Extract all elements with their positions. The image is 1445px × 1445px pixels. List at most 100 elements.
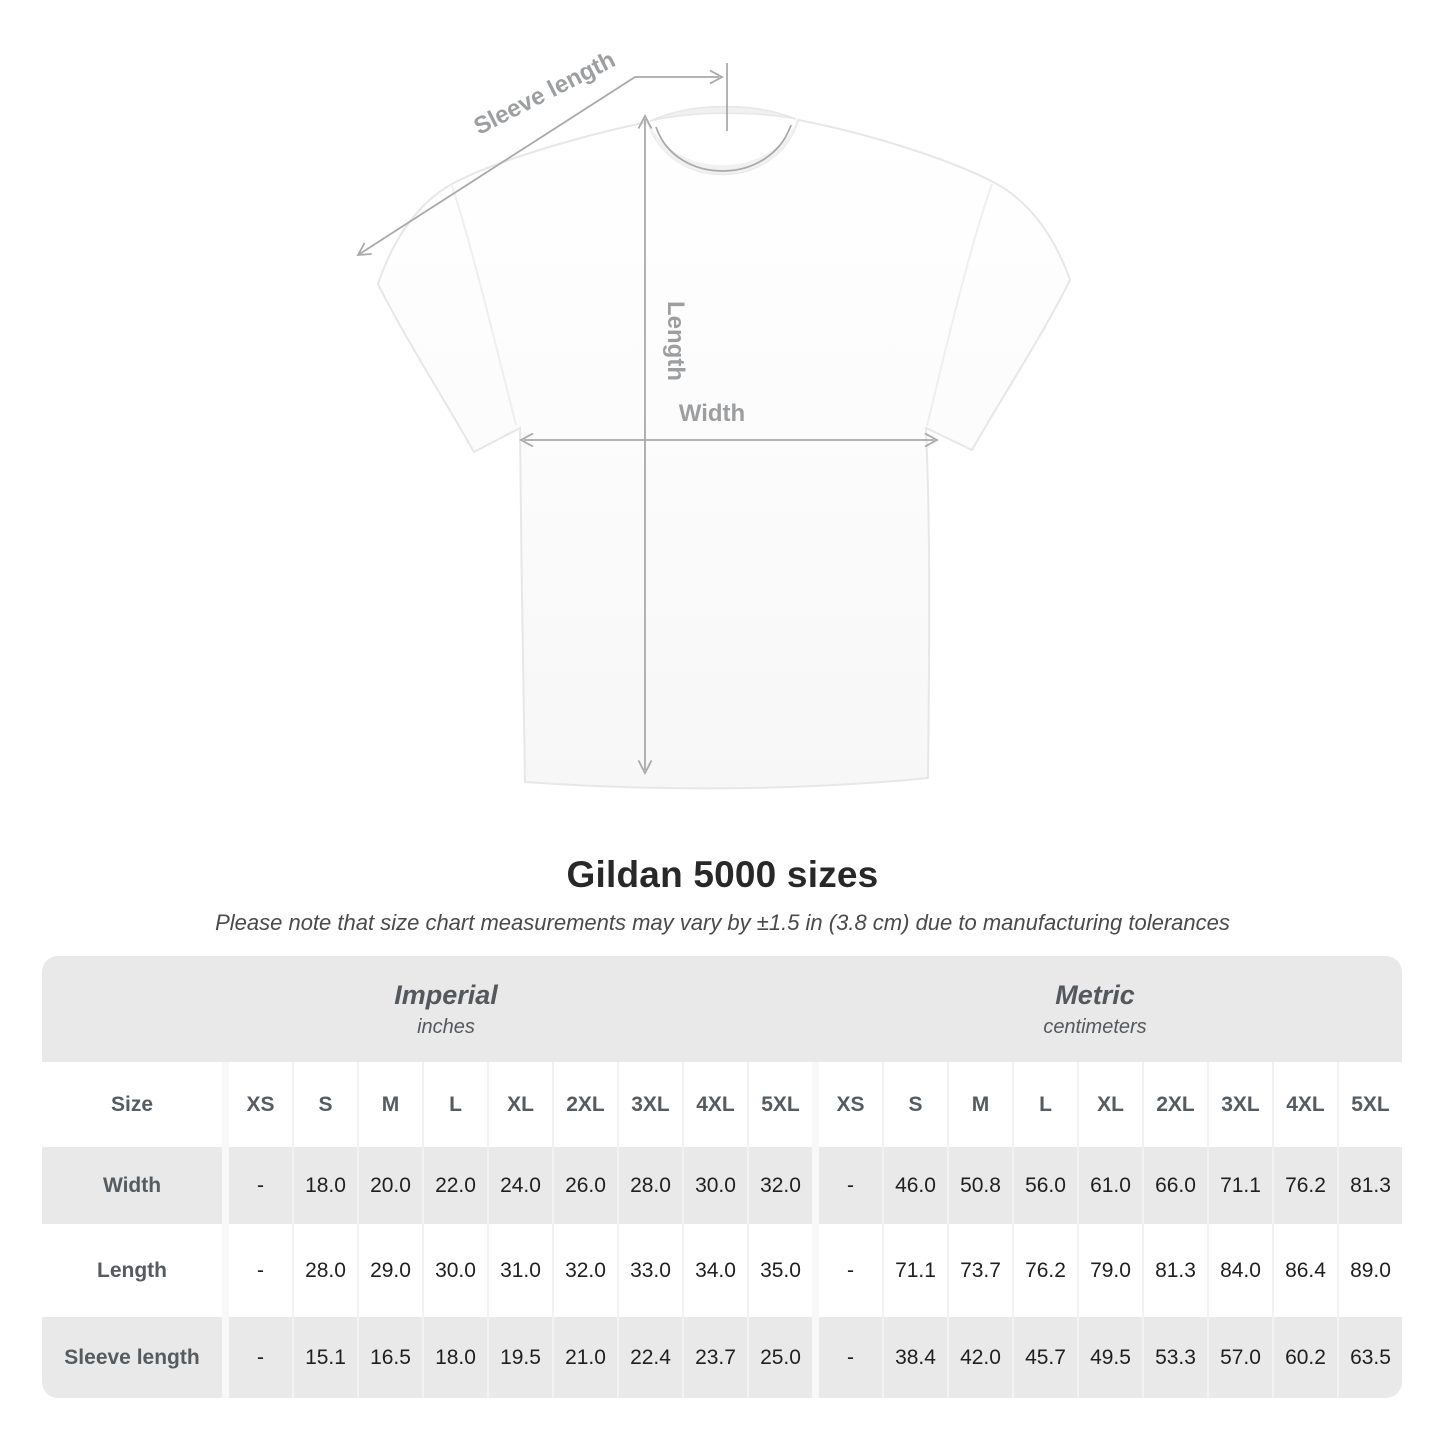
column-divider bbox=[292, 1317, 294, 1398]
column-divider bbox=[947, 1147, 949, 1224]
column-divider bbox=[882, 1317, 884, 1398]
value-cell: 16.5 bbox=[370, 1346, 411, 1369]
column-divider bbox=[947, 1317, 949, 1398]
column-divider bbox=[422, 1062, 424, 1147]
value-cell: 81.3 bbox=[1350, 1173, 1391, 1197]
size-header-row: Size XS S M L XL 2XL 3XL 4XL 5XL XS S M L XL 2XL 3XL 4XL 5… bbox=[42, 1062, 1402, 1147]
value-cell: 34.0 bbox=[695, 1258, 736, 1282]
value-cell: - bbox=[257, 1346, 264, 1369]
metric-group-label: Metric bbox=[1055, 979, 1135, 1010]
value-cell: 79.0 bbox=[1090, 1258, 1131, 1282]
size-column-header: M bbox=[381, 1092, 400, 1116]
value-cell: 61.0 bbox=[1090, 1173, 1131, 1197]
column-divider bbox=[617, 1224, 619, 1317]
column-divider bbox=[747, 1062, 749, 1147]
column-divider bbox=[422, 1317, 424, 1398]
value-cell: 20.0 bbox=[370, 1173, 411, 1197]
column-divider bbox=[1272, 1317, 1274, 1398]
column-divider bbox=[747, 1224, 749, 1317]
arrowhead-icon bbox=[637, 760, 653, 775]
imperial-group-header: Imperial inches bbox=[42, 956, 812, 1062]
value-cell: - bbox=[847, 1258, 854, 1282]
column-divider bbox=[1077, 1147, 1079, 1224]
tshirt-graphic bbox=[376, 105, 1072, 790]
tshirt-measurement-diagram: Sleeve length Length Width bbox=[356, 46, 1072, 790]
size-column-header: 5XL bbox=[761, 1092, 800, 1116]
column-divider bbox=[1012, 1317, 1014, 1398]
value-cell: - bbox=[257, 1258, 264, 1282]
arrowhead-icon bbox=[709, 69, 724, 85]
corner-label: Size bbox=[110, 1092, 154, 1116]
column-divider bbox=[1207, 1224, 1209, 1317]
unit-group-header-band: Imperial inches Metric centimeters bbox=[42, 956, 1402, 1062]
value-cell: 31.0 bbox=[500, 1258, 541, 1282]
size-column-header: 4XL bbox=[696, 1092, 735, 1116]
length-label: Length bbox=[662, 301, 689, 381]
column-divider bbox=[292, 1147, 294, 1224]
value-cell: 63.5 bbox=[1350, 1346, 1391, 1369]
arrowhead-icon bbox=[924, 432, 939, 448]
value-cell: 30.0 bbox=[435, 1258, 476, 1282]
value-cell: 73.7 bbox=[960, 1258, 1001, 1282]
value-cell: 28.0 bbox=[630, 1173, 671, 1197]
value-cell: 50.8 bbox=[960, 1173, 1001, 1197]
column-divider bbox=[1077, 1317, 1079, 1398]
value-cell: 35.0 bbox=[760, 1258, 801, 1282]
column-divider bbox=[1337, 1224, 1339, 1317]
column-divider bbox=[1337, 1147, 1339, 1224]
width-dimension: Width bbox=[519, 400, 939, 448]
tshirt-right-sleeve-seam bbox=[926, 183, 993, 427]
value-cell: 56.0 bbox=[1025, 1173, 1066, 1197]
row-label: Length bbox=[97, 1258, 167, 1282]
size-column-header: XS bbox=[836, 1092, 865, 1116]
value-cell: 21.0 bbox=[565, 1346, 606, 1369]
column-divider bbox=[1272, 1147, 1274, 1224]
column-divider bbox=[487, 1317, 489, 1398]
arrowhead-icon bbox=[356, 242, 372, 257]
sleeve-length-label: Sleeve length bbox=[470, 46, 620, 140]
column-divider bbox=[882, 1062, 884, 1147]
column-divider bbox=[682, 1062, 684, 1147]
column-divider bbox=[552, 1062, 554, 1147]
column-divider bbox=[812, 1317, 819, 1398]
value-cell: 24.0 bbox=[500, 1173, 541, 1197]
column-divider bbox=[222, 1224, 229, 1317]
column-divider bbox=[1077, 1224, 1079, 1317]
value-cell: 42.0 bbox=[960, 1346, 1001, 1369]
column-divider bbox=[747, 1317, 749, 1398]
table-row: Width - 18.0 20.0 22.0 24.0 26.0 28.0 30.0 32.0 - 4… bbox=[42, 1147, 1402, 1224]
size-column-header: S bbox=[318, 1092, 333, 1116]
value-cell: 38.4 bbox=[895, 1346, 936, 1369]
column-divider bbox=[1142, 1147, 1144, 1224]
value-cell: 32.0 bbox=[565, 1258, 606, 1282]
value-cell: 46.0 bbox=[895, 1173, 936, 1197]
value-cell: 60.2 bbox=[1285, 1346, 1326, 1369]
value-cell: 57.0 bbox=[1220, 1346, 1261, 1369]
column-divider bbox=[1337, 1317, 1339, 1398]
value-cell: 76.2 bbox=[1025, 1258, 1066, 1282]
arrowhead-icon bbox=[637, 114, 653, 129]
value-cell: 15.1 bbox=[305, 1346, 346, 1369]
column-divider bbox=[1272, 1224, 1274, 1317]
size-grid: Size XS S M L XL 2XL 3XL 4XL 5XL XS S M L XL 2XL 3XL 4XL 5… bbox=[42, 1062, 1402, 1398]
size-column-header: 3XL bbox=[1221, 1092, 1260, 1116]
column-divider bbox=[422, 1224, 424, 1317]
column-divider bbox=[487, 1062, 489, 1147]
column-divider bbox=[222, 1147, 229, 1224]
imperial-group-label: Imperial bbox=[394, 979, 498, 1010]
metric-group-header: Metric centimeters bbox=[812, 956, 1402, 1062]
column-divider bbox=[812, 1062, 819, 1147]
column-divider bbox=[617, 1062, 619, 1147]
sleeve-length-dimension-line bbox=[357, 76, 719, 256]
value-cell: - bbox=[847, 1173, 854, 1197]
column-divider bbox=[1142, 1062, 1144, 1147]
column-divider bbox=[812, 1224, 819, 1317]
size-column-header: 4XL bbox=[1286, 1092, 1325, 1116]
value-cell: 89.0 bbox=[1350, 1258, 1391, 1282]
column-divider bbox=[882, 1224, 884, 1317]
value-cell: 28.0 bbox=[305, 1258, 346, 1282]
value-cell: 26.0 bbox=[565, 1173, 606, 1197]
size-column-header: 2XL bbox=[566, 1092, 605, 1116]
row-label: Sleeve length bbox=[64, 1346, 200, 1369]
value-cell: 71.1 bbox=[895, 1258, 936, 1282]
